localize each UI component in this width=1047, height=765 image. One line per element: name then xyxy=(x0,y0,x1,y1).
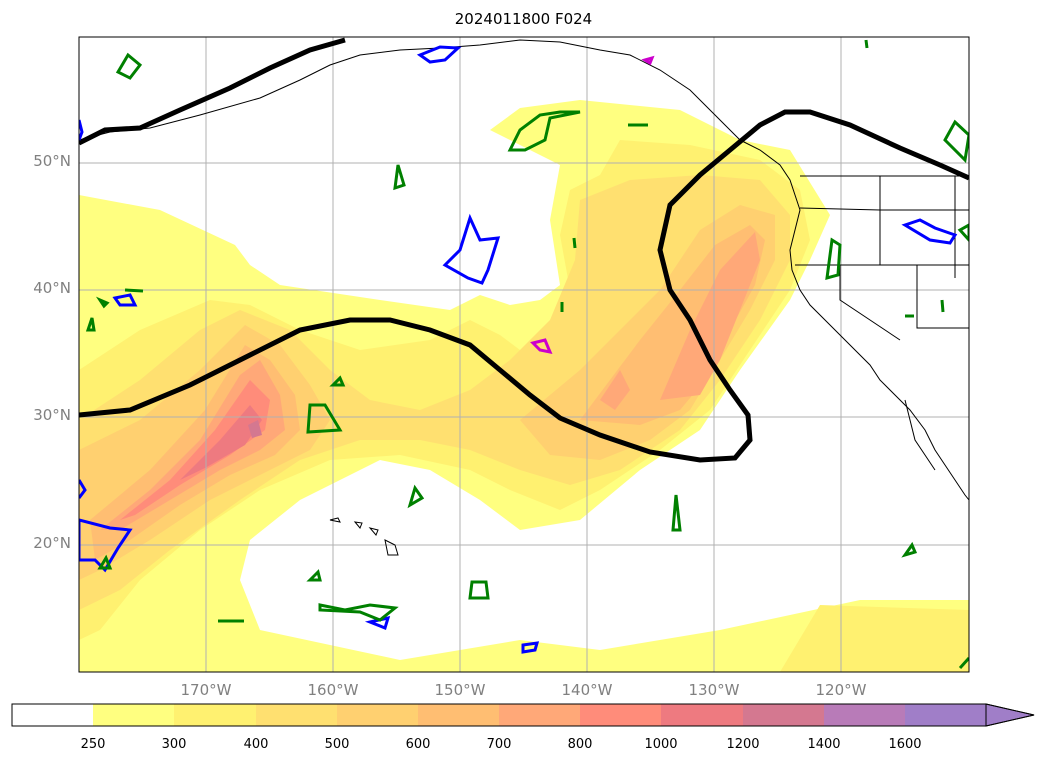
blue-contour-5 xyxy=(112,293,138,307)
colorbar-segment-8 xyxy=(661,704,743,726)
map-title: 2024011800 F024 xyxy=(454,10,593,28)
blue-contour-7 xyxy=(79,119,84,141)
plume-fill xyxy=(79,100,969,672)
colorbar-segment-11 xyxy=(905,704,986,726)
colorbar-segment-3 xyxy=(256,704,337,726)
colorbar-tick-1400: 1400 xyxy=(807,737,841,752)
colorbar-tick-1200: 1200 xyxy=(726,737,760,752)
green-contour-16 xyxy=(85,317,96,332)
colorbar-segment-4 xyxy=(337,704,418,726)
colorbar-tick-250: 250 xyxy=(80,737,106,752)
green-contour-9 xyxy=(407,484,425,509)
green-contour-14 xyxy=(95,296,110,309)
bc-coast xyxy=(739,139,801,211)
black-contour-north xyxy=(79,37,346,146)
colorbar-tick-1000: 1000 xyxy=(644,737,678,752)
black-contour xyxy=(79,37,969,463)
colorbar-tick-600: 600 xyxy=(405,737,431,752)
colorbar-segment-2 xyxy=(174,704,256,726)
green-contour-20 xyxy=(940,299,945,313)
green-contour-7 xyxy=(825,237,842,281)
colorbar-tick-400: 400 xyxy=(243,737,269,752)
green-contour-15 xyxy=(124,288,144,293)
magenta-contours xyxy=(530,55,655,355)
colorbar-tick-300: 300 xyxy=(161,737,187,752)
colorbar-tick-1600: 1600 xyxy=(888,737,922,752)
state-border-2 xyxy=(799,207,969,211)
gridlines xyxy=(79,37,969,672)
green-contour-2 xyxy=(115,52,143,80)
colorbar-tick-500: 500 xyxy=(324,737,350,752)
plume-level-700 xyxy=(100,232,760,530)
green-contour-22 xyxy=(958,656,969,670)
hawaii-islands xyxy=(329,517,399,556)
blue-contour-3 xyxy=(79,518,133,573)
lon-label-130w: 130°W xyxy=(688,681,740,699)
lat-label-40n: 40°N xyxy=(33,279,71,297)
green-contours xyxy=(85,39,969,670)
lon-label-120w: 120°W xyxy=(815,681,867,699)
green-contour-18 xyxy=(329,375,346,387)
plume-level-400 xyxy=(79,175,790,610)
green-contour-21 xyxy=(957,223,969,243)
magenta-contour-2 xyxy=(641,55,655,66)
green-contour-1 xyxy=(507,110,581,152)
colorbar-segment-9 xyxy=(743,704,824,726)
colorbar-tick-700: 700 xyxy=(486,737,512,752)
lon-label-160w: 160°W xyxy=(307,681,359,699)
green-contour-23 xyxy=(864,39,869,49)
us-west-coast xyxy=(789,209,969,501)
state-border-4 xyxy=(916,265,969,329)
blue-contour-1 xyxy=(442,213,501,285)
colorbar-segment-10 xyxy=(824,704,905,726)
blue-contour-8 xyxy=(521,641,540,654)
baja-peninsula xyxy=(904,399,936,471)
green-contour-6 xyxy=(468,580,490,600)
colorbar-outline xyxy=(11,703,1035,727)
black-contour-main xyxy=(79,109,969,463)
plume-level-800 xyxy=(120,380,270,520)
lon-label-150w: 150°W xyxy=(434,681,486,699)
lat-label-50n: 50°N xyxy=(33,152,71,170)
green-contour-17 xyxy=(97,554,113,570)
colorbar-segment-0 xyxy=(12,704,93,726)
plume-level-250-west xyxy=(79,295,220,340)
colorbar-segment-1 xyxy=(93,704,174,726)
lat-label-20n: 20°N xyxy=(33,534,71,552)
blue-contour-2 xyxy=(416,45,462,64)
plume-level-600 xyxy=(90,225,765,560)
green-contour-24 xyxy=(572,237,577,249)
blue-contour-4 xyxy=(901,218,958,245)
blue-contours xyxy=(79,45,958,654)
colorbar xyxy=(11,703,1035,727)
green-contour-11 xyxy=(901,541,918,558)
colorbar-tick-800: 800 xyxy=(567,737,593,752)
plume-level-1000 xyxy=(180,405,262,480)
lat-label-30n: 30°N xyxy=(33,406,71,424)
colorbar-segment-7 xyxy=(580,704,661,726)
colorbar-segment-6 xyxy=(499,704,580,726)
state-border-5 xyxy=(839,265,901,341)
green-contour-5 xyxy=(318,603,399,622)
map-frame xyxy=(78,36,970,673)
green-contour-10 xyxy=(671,494,682,532)
magenta-contour-1 xyxy=(530,338,553,355)
plume-level-1200 xyxy=(248,420,262,438)
lon-label-140w: 140°W xyxy=(561,681,613,699)
blue-contour-6 xyxy=(79,479,87,499)
lon-label-170w: 170°W xyxy=(180,681,232,699)
green-contour-3 xyxy=(393,164,406,191)
colorbar-extend-arrow xyxy=(985,703,1035,727)
colorbar-segment-5 xyxy=(418,704,499,726)
green-contour-4 xyxy=(306,403,343,434)
green-contour-8 xyxy=(943,119,969,164)
green-contour-19 xyxy=(306,569,322,582)
